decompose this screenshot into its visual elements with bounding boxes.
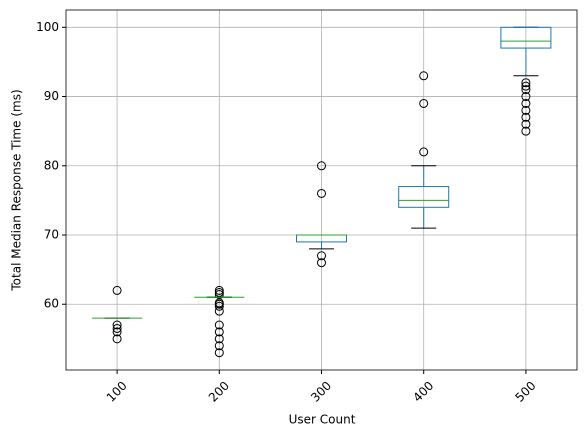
x-tick-label: 500 (512, 379, 538, 405)
outlier (317, 258, 326, 268)
x-tick-label: 200 (206, 379, 232, 405)
x-tick-label: 400 (410, 379, 436, 405)
y-tick-label: 90 (44, 89, 59, 103)
outlier (521, 98, 531, 108)
outlier (521, 112, 531, 122)
outlier (214, 334, 224, 344)
outlier (521, 105, 531, 115)
outlier (112, 320, 122, 330)
outlier (214, 320, 224, 330)
outlier (521, 119, 531, 129)
outlier (214, 348, 224, 358)
outlier (214, 327, 224, 337)
outlier (419, 98, 429, 108)
y-tick-label: 70 (44, 228, 59, 242)
outlier (317, 251, 326, 261)
outlier (214, 301, 224, 311)
outlier (112, 327, 122, 337)
outlier (214, 306, 224, 316)
outlier (317, 161, 326, 171)
x-axis-label: User Count (289, 413, 356, 427)
x-tick-label: 100 (104, 379, 130, 405)
box (500, 26, 552, 49)
outlier (521, 126, 531, 136)
outlier (521, 81, 531, 91)
outlier (214, 299, 224, 309)
outlier (214, 341, 224, 351)
outlier (112, 285, 122, 295)
outlier (214, 287, 224, 297)
x-tick-label: 300 (308, 379, 334, 405)
outlier (521, 78, 531, 88)
outlier (521, 92, 531, 102)
outlier (521, 85, 531, 95)
box (398, 186, 450, 208)
y-tick-label: 60 (44, 297, 59, 311)
y-tick-label: 100 (36, 20, 59, 34)
outlier (419, 71, 429, 81)
plot-frame (65, 9, 578, 371)
outlier (214, 285, 224, 295)
outlier (419, 147, 429, 157)
outlier (112, 334, 122, 344)
y-axis-label: Total Median Response Time (ms) (10, 89, 24, 291)
outlier (317, 188, 326, 198)
y-tick-label: 80 (44, 158, 59, 172)
outlier (112, 323, 122, 333)
